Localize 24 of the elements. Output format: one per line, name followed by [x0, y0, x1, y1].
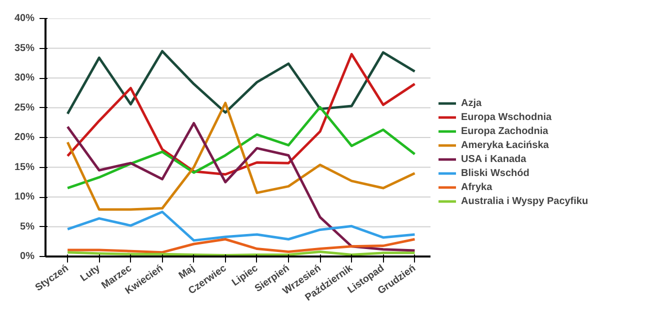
y-tick-label: 35% [14, 42, 35, 54]
y-tick-label: 15% [14, 162, 35, 173]
line-series [66, 50, 416, 115]
legend-label: Europa Zachodnia [461, 124, 548, 138]
y-tick-label: 25% [14, 102, 35, 114]
legend-label: Australia i Wyspy Pacyfiku [461, 194, 588, 208]
y-tick-label: 10% [14, 192, 35, 202]
y-tick-label: 0% [20, 251, 35, 262]
line-series [66, 52, 416, 176]
legend-label: Europa Wschodnia [461, 110, 552, 124]
line-series [66, 238, 416, 254]
legend-label: Ameryka Łacińska [461, 138, 549, 152]
legend-label: Azja [461, 96, 482, 110]
y-tick-label: 20% [14, 132, 35, 143]
legend-label: Afryka [461, 180, 492, 194]
line-series [66, 106, 416, 190]
y-tick-label: 5% [20, 221, 35, 232]
line-series [66, 102, 416, 211]
legend-label: USA i Kanada [461, 152, 526, 166]
line-series [66, 210, 416, 242]
line-series [66, 122, 416, 252]
y-tick-label: 40% [14, 13, 35, 24]
y-tick-label: 30% [14, 72, 35, 84]
legend-label: Bliski Wschód [461, 166, 530, 180]
